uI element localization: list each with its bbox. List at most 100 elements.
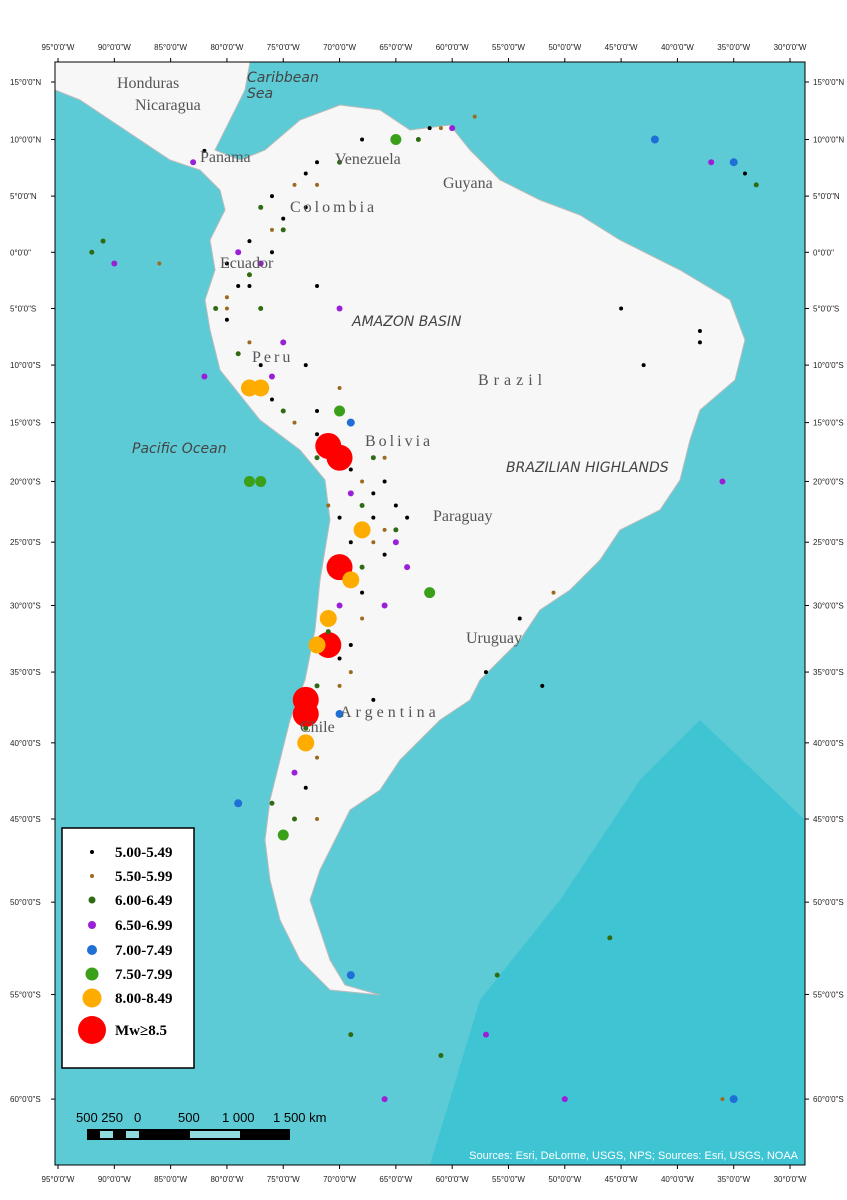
earthquake xyxy=(235,249,242,256)
lon-tick-label: 50°0'0"W xyxy=(548,43,581,52)
lat-tick-label: 40°0'0"S xyxy=(10,739,41,748)
place-label: Chile xyxy=(300,719,335,736)
place-label: Brazil xyxy=(478,372,547,389)
lon-tick-label: 45°0'0"W xyxy=(605,43,638,52)
lat-tick-label: 0°0'0" xyxy=(10,248,31,257)
earthquake xyxy=(382,479,387,484)
earthquake xyxy=(213,305,219,311)
earthquake xyxy=(708,159,715,166)
earthquake xyxy=(438,126,443,131)
earthquake xyxy=(277,829,289,841)
earthquake xyxy=(348,642,353,647)
earthquake xyxy=(268,373,275,380)
land xyxy=(54,61,746,996)
earthquake xyxy=(269,397,274,402)
lat-tick-label: 40°0'0"S xyxy=(813,739,844,748)
earthquake xyxy=(346,418,355,427)
legend-label: 8.00-8.49 xyxy=(115,991,173,1007)
earthquake xyxy=(315,283,320,288)
earthquake xyxy=(370,455,376,461)
earthquake xyxy=(348,670,353,675)
lon-tick-label: 65°0'0"W xyxy=(379,1175,412,1184)
earthquake xyxy=(337,683,342,688)
earthquake xyxy=(202,148,207,153)
earthquake xyxy=(348,540,353,545)
earthquake xyxy=(303,725,309,731)
earthquake xyxy=(427,126,432,131)
lat-tick-label: 50°0'0"S xyxy=(813,898,844,907)
lat-tick-label: 60°0'0"S xyxy=(813,1095,844,1104)
map-frame xyxy=(54,61,806,1166)
lon-tick-label: 50°0'0"W xyxy=(548,1175,581,1184)
earthquake xyxy=(393,503,398,508)
lat-tick-label: 0°0'0" xyxy=(813,248,834,257)
earthquake xyxy=(381,1096,388,1103)
scale-bar: 500 250 0 500 1 000 1 500 km xyxy=(76,1110,326,1140)
earthquake xyxy=(258,305,264,311)
earthquake xyxy=(303,785,308,790)
earthquake xyxy=(280,339,287,346)
earthquake xyxy=(360,137,365,142)
earthquake xyxy=(729,158,738,167)
scale-segment xyxy=(100,1131,113,1138)
legend-symbol xyxy=(88,896,96,904)
earthquake xyxy=(315,755,320,760)
earthquake xyxy=(258,204,264,210)
place-label: Paraguay xyxy=(433,508,493,525)
earthquake xyxy=(247,239,252,244)
earthquake xyxy=(325,629,331,635)
earthquake xyxy=(315,408,320,413)
earthquake xyxy=(346,971,355,980)
earthquake xyxy=(382,527,387,532)
lat-tick-label: 55°0'0"S xyxy=(10,990,41,999)
lon-tick-label: 95°0'0"W xyxy=(42,43,75,52)
earthquake xyxy=(415,136,421,142)
lat-tick-label: 10°0'0"S xyxy=(813,361,844,370)
earthquake xyxy=(336,602,343,609)
earthquake xyxy=(650,135,659,144)
earthquake xyxy=(438,1053,444,1059)
earthquake xyxy=(517,616,522,621)
lon-tick-label: 75°0'0"W xyxy=(267,43,300,52)
scale-label: 500 250 xyxy=(76,1110,123,1125)
earthquake xyxy=(337,515,342,520)
place-label: Bolivia xyxy=(365,433,433,450)
earthquake xyxy=(246,272,252,278)
lat-tick-label: 5°0'0"N xyxy=(813,192,840,201)
earthquake xyxy=(269,194,274,199)
place-label: BRAZILIAN HIGHLANDS xyxy=(506,460,669,476)
earthquake xyxy=(753,182,759,188)
earthquake xyxy=(281,216,286,221)
legend-label: 7.00-7.49 xyxy=(115,943,173,959)
earthquake xyxy=(335,709,344,718)
earthquake xyxy=(337,656,342,661)
earthquake xyxy=(404,564,411,571)
lat-tick-label: 10°0'0"N xyxy=(10,135,41,144)
earthquake xyxy=(472,114,477,119)
legend-symbol xyxy=(82,988,102,1008)
earthquake xyxy=(348,1032,354,1038)
earthquake xyxy=(315,817,320,822)
lon-tick-label: 55°0'0"W xyxy=(492,43,525,52)
lon-tick-label: 40°0'0"W xyxy=(661,1175,694,1184)
sources: Sources: Esri, DeLorme, USGS, NPS; Sourc… xyxy=(469,1150,799,1162)
earthquake xyxy=(326,503,331,508)
earthquake xyxy=(236,283,241,288)
earthquake xyxy=(405,515,410,520)
earthquake xyxy=(247,283,252,288)
earthquake xyxy=(359,564,365,570)
earthquake xyxy=(359,502,365,508)
lon-tick-label: 80°0'0"W xyxy=(210,43,243,52)
earthquake xyxy=(292,700,319,727)
place-label: Peru xyxy=(252,349,293,366)
earthquake xyxy=(360,590,365,595)
earthquake xyxy=(494,972,500,978)
earthquake xyxy=(607,935,613,941)
earthquake xyxy=(315,182,320,187)
lon-tick-label: 90°0'0"W xyxy=(98,43,131,52)
lon-tick-label: 65°0'0"W xyxy=(379,43,412,52)
earthquake xyxy=(269,227,274,232)
earthquake xyxy=(551,590,556,595)
earthquake xyxy=(371,491,376,496)
lon-tick-label: 45°0'0"W xyxy=(605,1175,638,1184)
